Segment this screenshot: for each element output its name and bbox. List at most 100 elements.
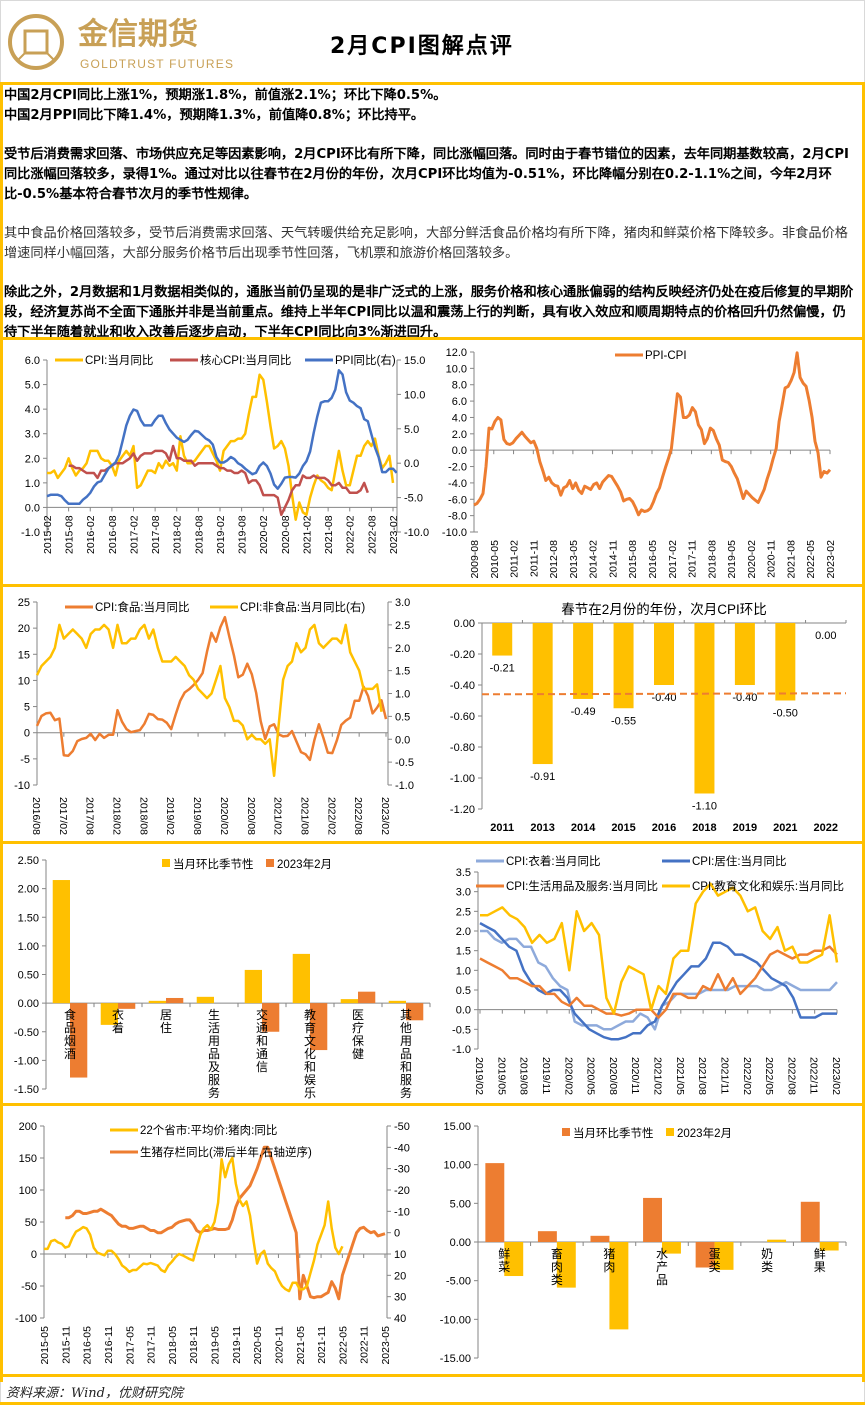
x-tick-label: 2020-08 (280, 515, 292, 554)
x-tick-label: 2010-05 (489, 540, 501, 579)
x-tick-label: 2019-05 (210, 1326, 222, 1365)
x-category-label: 猪肉 (603, 1247, 615, 1274)
y-tick-label: 15.0 (404, 355, 425, 367)
divider (0, 841, 865, 844)
legend-label: CPI:非食品:当月同比(右) (240, 600, 365, 614)
x-category-label: 教育文化和娱乐 (304, 1007, 316, 1100)
bar (100, 1003, 118, 1025)
x-tick-label: 2016-08 (107, 515, 119, 554)
y-tick-label: 0 (394, 1228, 400, 1240)
y-tick-label: -1.0 (452, 1044, 471, 1056)
y-tick-label: -10.0 (442, 527, 467, 539)
x-tick-label: 2015 (611, 822, 635, 834)
x-tick-label: 2018-08 (706, 540, 718, 579)
y-tick-label: 1.5 (456, 946, 471, 958)
x-tick-label: 2017-05 (124, 1326, 136, 1365)
y-tick-label: -30 (394, 1164, 410, 1176)
x-tick-label: 2017-11 (687, 540, 699, 578)
x-tick-label: 2017-08 (150, 515, 162, 554)
legend-label: 22个省市:平均价:猪肉:同比 (140, 1123, 277, 1137)
bar (406, 1003, 424, 1021)
y-tick-label: 1.00 (18, 941, 39, 953)
source-note: 资料来源：Wind，优财研究院 (6, 1386, 183, 1401)
x-tick-label: 2020/11 (629, 1057, 641, 1094)
y-tick-label: -10.0 (404, 527, 429, 539)
y-tick-label: -6.0 (448, 494, 467, 506)
bar (310, 1003, 328, 1051)
y-tick-label: 5.0 (404, 424, 419, 436)
y-tick-label: 6.0 (452, 396, 467, 408)
page-title: 2月CPI图解点评 (330, 34, 514, 59)
y-tick-label: 0 (31, 1249, 37, 1261)
y-tick-label: 40 (394, 1313, 406, 1325)
data-label: -0.40 (651, 692, 676, 704)
chart-cpi-core-ppi: 6.0 5.0 4.0 3.0 2.0 1.0 0.0 -1.0 15.0 10.0 5.0 0.0 -… (21, 353, 429, 554)
x-tick-label: 2023-02 (388, 515, 400, 554)
y-tick-label: 100 (19, 1185, 37, 1197)
y-tick-label: 1.0 (456, 965, 471, 977)
x-tick-label: 2019-02 (215, 515, 227, 554)
x-tick-label: 2022/11 (808, 1057, 820, 1094)
bar (52, 880, 70, 1004)
y-tick-label: -15.00 (440, 1353, 471, 1365)
divider (0, 584, 865, 587)
y-tick-label: 30 (394, 1292, 406, 1304)
x-tick-label: 2020-11 (766, 540, 778, 578)
x-tick-label: 2019/05 (495, 1057, 507, 1095)
paragraph-cpi-analysis: 受节后消费需求回落、市场供应充足等因素影响，2月CPI环比有所下降，同比涨幅回落… (4, 147, 849, 202)
y-tick-label: 1.50 (18, 912, 39, 924)
bar (775, 623, 796, 701)
y-tick-label: 5.00 (450, 1198, 471, 1210)
x-tick-label: 2022/05 (763, 1057, 775, 1095)
y-tick-label: -0.40 (450, 680, 475, 692)
x-tick-label: 2021/02 (652, 1057, 664, 1095)
legend-label: 当月环比季节性 (173, 857, 254, 871)
logo-cn: 金信期货 (77, 17, 198, 51)
x-tick-label: 2021/11 (718, 1057, 730, 1094)
y-tick-label: 2.0 (395, 643, 410, 655)
bar (800, 1201, 820, 1242)
legend-label: CPI:教育文化和娱乐:当月同比 (692, 879, 844, 893)
y-tick-label: 12.0 (446, 347, 467, 359)
y-tick-label: 200 (19, 1121, 37, 1133)
x-tick-label: 2011-11 (528, 540, 540, 577)
series-line (35, 615, 388, 762)
y-tick-label: 10.0 (404, 389, 425, 401)
bar (196, 996, 214, 1004)
x-tick-label: 2017-11 (146, 1326, 158, 1364)
x-tick-label: 2021-08 (785, 540, 797, 579)
y-tick-label: -0.5 (452, 1024, 471, 1036)
legend-label: 核心CPI:当月同比 (200, 353, 291, 367)
divider (862, 82, 865, 1382)
chart-title: 春节在2月份的年份，次月CPI环比 (561, 602, 767, 617)
series-line (480, 882, 839, 1015)
y-tick-label: 3.5 (456, 867, 471, 879)
bar (767, 1239, 787, 1242)
y-tick-label: 1.5 (395, 666, 410, 678)
bar (714, 1242, 734, 1270)
summary-text: 中国2月CPI同比上涨1%，预期涨1.8%，前值涨2.1%；环比下降0.5%。 … (4, 86, 859, 343)
y-tick-label: -1.00 (14, 1055, 39, 1067)
x-tick-label: 2018-05 (167, 1326, 179, 1365)
x-tick-label: 2015-08 (627, 540, 639, 579)
x-tick-label: 2019/08 (518, 1057, 530, 1095)
x-tick-label: 2013-05 (568, 540, 580, 579)
y-tick-label: -0.50 (14, 1027, 39, 1039)
x-tick-label: 2023-02 (825, 540, 837, 579)
y-tick-label: 2.0 (456, 926, 471, 938)
y-tick-label: 20 (394, 1270, 406, 1282)
bar (492, 623, 513, 656)
chart-spring-festival-mom: 春节在2月份的年份，次月CPI环比 0.00 -0.20 -0.40 -0.60 -0.8… (450, 602, 847, 834)
bar (166, 997, 184, 1004)
x-tick-label: 2015-11 (60, 1326, 72, 1364)
x-tick-label: 2018-08 (193, 515, 205, 554)
paragraph-food-nonfood: 其中食品价格回落较多，受节后消费需求回落、天气转暖供给充足影响，大部分鲜活食品价… (4, 226, 848, 261)
bar (573, 623, 594, 699)
x-category-label: 食品烟酒 (64, 1007, 76, 1061)
bar (654, 623, 674, 685)
y-tick-label: 1.0 (395, 689, 410, 701)
chart-cpi-category-mom: 2.50 2.00 1.50 1.00 0.50 0.00 -0.50 -1.00 -1.50 食… (14, 855, 431, 1100)
x-tick-label: 2019-11 (231, 1326, 243, 1364)
x-tick-label: 2017/02 (57, 797, 69, 835)
